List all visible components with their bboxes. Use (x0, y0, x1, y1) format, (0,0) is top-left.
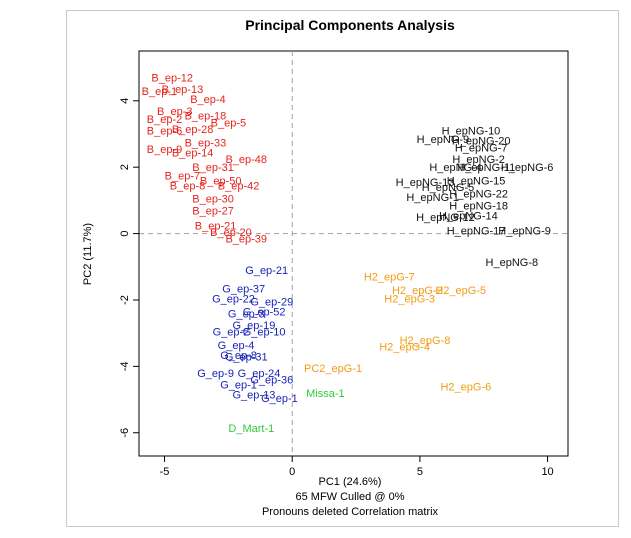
point-label: B_ep-28 (172, 124, 214, 136)
point-label: G_ep-22 (212, 293, 255, 305)
point-label: H2_epG-3 (384, 293, 435, 305)
point-label: H_epNG-4 (429, 162, 482, 174)
point-label: H_epNG-11 (457, 162, 515, 174)
point-label: B_ep-48 (225, 154, 267, 166)
point-label: G_ep-37 (222, 283, 265, 295)
point-label: B_ep-27 (192, 205, 234, 217)
y-tick-label: -4 (119, 361, 131, 371)
chart-title: Principal Components Analysis (245, 17, 455, 33)
x-tick-label: 5 (417, 466, 423, 478)
point-label: H_epNG-12 (416, 212, 475, 224)
point-label: B_ep-8 (170, 180, 205, 192)
x-tick-label: -5 (160, 466, 170, 478)
point-label: H_epNG-5 (422, 182, 475, 194)
y-tick-label: 4 (119, 98, 131, 104)
y-axis-label: PC2 (11.7%) (82, 223, 94, 285)
point-label: B_ep-3 (157, 106, 192, 118)
point-label: H_epNG-9 (417, 134, 470, 146)
point-label: H_epNG-7 (455, 142, 508, 154)
point-label: B_ep-2 (147, 114, 182, 126)
point-label: H_epNG-2 (452, 154, 505, 166)
point-label: H2_epG-7 (364, 272, 415, 284)
point-label: G_ep-3 (228, 308, 265, 320)
point-label: H_epNG-18 (449, 200, 508, 212)
point-label: B_ep-39 (225, 234, 267, 246)
point-label: B_ep-33 (185, 137, 227, 149)
point-label: B_ep-5 (211, 117, 246, 129)
point-label: B_ep-4 (190, 94, 225, 106)
point-label: G_ep-1 (261, 393, 298, 405)
point-label: B_ep-50 (200, 175, 242, 187)
point-label: H_epNG-1 (406, 192, 459, 204)
point-label: H_epNG-9 (498, 225, 551, 237)
point-label: B_ep-6 (147, 126, 182, 138)
point-label: H_epNG-6 (501, 162, 554, 174)
point-label: H2_epG-8 (400, 335, 451, 347)
point-label: H_epNG-15 (447, 175, 506, 187)
point-label: G_ep-24 (238, 368, 281, 380)
point-label: H_epNG-17 (447, 225, 506, 237)
y-axis: -6 -4 -2 0 2 4 (119, 98, 140, 438)
y-tick-label: -2 (119, 295, 131, 305)
point-label: H2_epG-5 (435, 285, 486, 297)
point-label: G_ep-9 (197, 368, 234, 380)
x-axis-sublabel-2: Pronouns deleted Correlation matrix (262, 506, 439, 518)
point-label: H_epNG-8 (486, 257, 539, 269)
point-label: G_ep-31 (225, 351, 268, 363)
x-tick-label: 0 (289, 466, 295, 478)
x-axis: -5 0 5 10 (160, 455, 554, 478)
point-label: G_ep-19 (233, 320, 276, 332)
point-label: D_Mart-1 (228, 423, 274, 435)
point-label: H2_epG-2 (392, 285, 443, 297)
point-label: H_epNG-10 (442, 126, 501, 138)
point-label: Missa-1 (306, 388, 345, 400)
y-tick-label: -6 (119, 428, 131, 438)
scatter-chart: Principal Components Analysis -5 0 5 10 -6-… (82, 17, 569, 518)
chart-frame: Principal Components Analysis -5 0 5 10 -6-… (66, 10, 619, 527)
point-label: G_ep-8 (220, 350, 257, 362)
point-label: B_ep-18 (185, 111, 227, 123)
point-label: H2_epG-6 (440, 381, 491, 393)
point-label: B_ep-14 (172, 147, 214, 159)
point-label: B_ep-31 (192, 162, 234, 174)
point-label: G_ep-4 (218, 340, 255, 352)
point-label: H_epNG-22 (449, 189, 508, 201)
point-label: G_ep-2 (213, 327, 250, 339)
point-label: G_ep-10 (243, 327, 286, 339)
point-label: B_ep-20 (210, 227, 252, 239)
point-label: B_ep-9 (147, 144, 182, 156)
point-label: B_ep-30 (192, 194, 234, 206)
y-tick-label: 2 (119, 164, 131, 170)
point-label: B_ep-7 (165, 170, 200, 182)
x-axis-sublabel-1: 65 MFW Culled @ 0% (296, 491, 405, 503)
point-label: H_epNG-20 (452, 136, 511, 148)
x-axis-label: PC1 (24.6%) (319, 476, 382, 488)
point-label: B_ep-42 (218, 180, 260, 192)
point-label: G_ep-13 (233, 390, 276, 402)
point-label: G_ep-36 (250, 375, 293, 387)
point-label: H_epNG-14 (439, 210, 498, 222)
point-label: H_epNG-13 (396, 177, 455, 189)
point-label: B_ep-1 (142, 86, 177, 98)
point-label: H2_epG-4 (379, 341, 430, 353)
point-label: G_ep-21 (245, 265, 288, 277)
data-points: B_ep-12B_ep-13B_ep-1B_ep-4B_ep-3B_ep-2 B_… (142, 73, 554, 435)
point-label: B_ep-13 (162, 84, 204, 96)
point-label: G_ep-29 (250, 297, 293, 309)
x-tick-label: 10 (541, 466, 553, 478)
point-label: G_ep-1 (220, 380, 257, 392)
point-label: B_ep-12 (151, 73, 193, 85)
point-label: PC2_epG-1 (304, 363, 362, 375)
point-label: B_ep-21 (195, 220, 237, 232)
y-tick-label: 0 (119, 231, 131, 237)
point-label: G_ep-52 (243, 307, 286, 319)
